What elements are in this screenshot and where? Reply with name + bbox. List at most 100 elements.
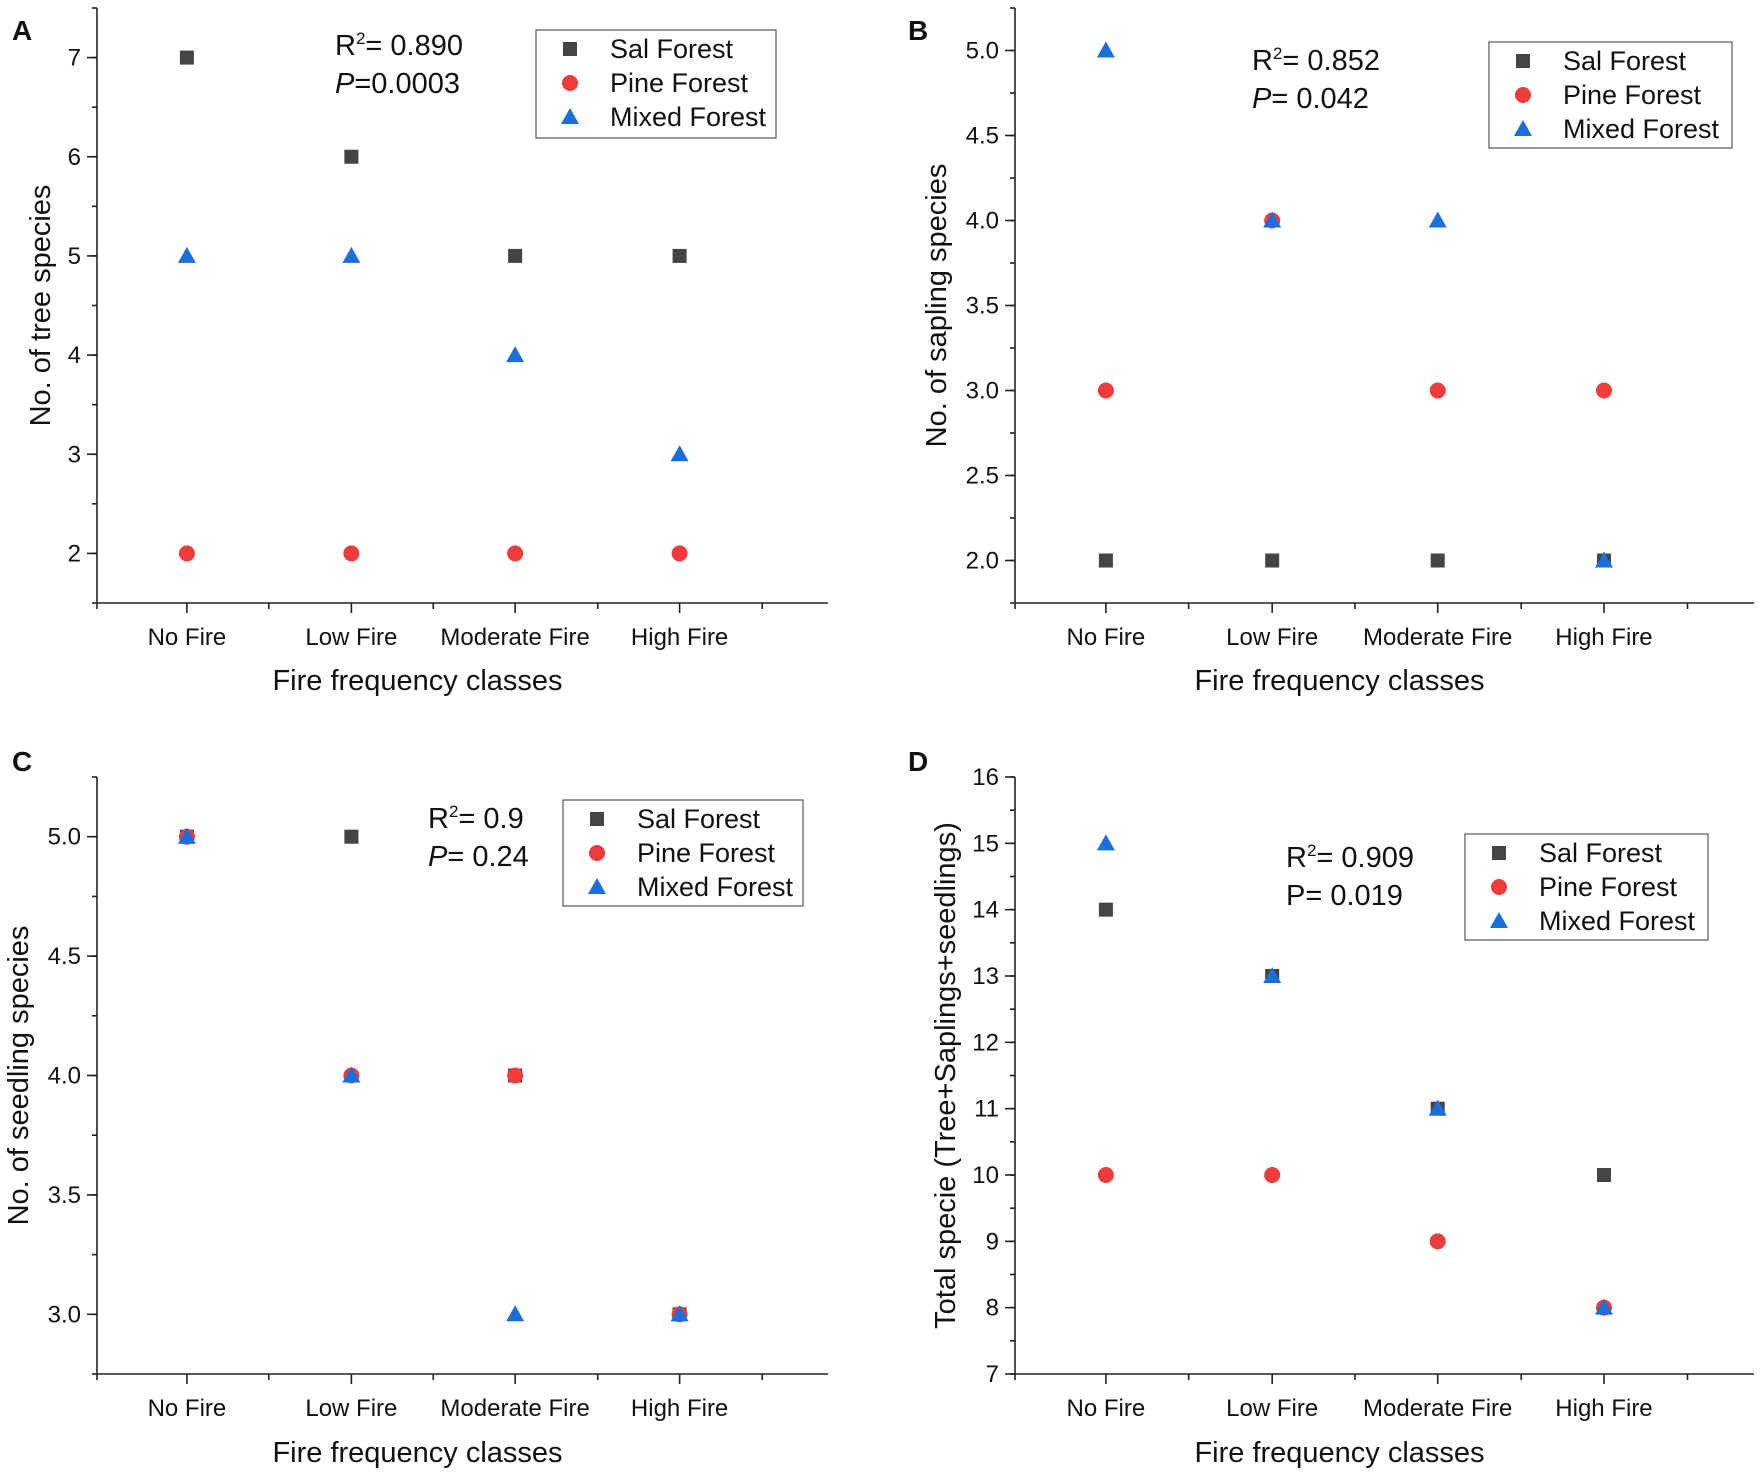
legend-label: Pine Forest: [610, 68, 749, 98]
r-squared-value: = 0.890: [365, 30, 463, 62]
y-tick-label: 4.5: [48, 943, 81, 970]
legend-marker-square: [1516, 54, 1530, 68]
data-point-square: [1265, 553, 1280, 568]
x-tick-label: Moderate Fire: [1363, 1395, 1512, 1422]
p-value-annotation: P= 0.042: [1252, 83, 1369, 115]
y-tick-label: 4.5: [966, 123, 999, 150]
panel-letter: C: [12, 746, 32, 777]
data-point-triangle: [342, 246, 361, 263]
legend-label: Sal Forest: [610, 34, 734, 64]
data-point-triangle: [1096, 834, 1115, 851]
p-value-annotation: P=0.0003: [335, 68, 460, 100]
legend-label: Pine Forest: [1539, 872, 1678, 902]
data-point-circle: [1264, 1167, 1281, 1183]
y-tick-label: 6: [68, 144, 81, 171]
data-point-square: [1098, 902, 1113, 917]
x-tick-label: No Fire: [1067, 624, 1146, 651]
r-squared-value: = 0.909: [1316, 842, 1414, 874]
p-value-annotation: P= 0.019: [1286, 880, 1403, 912]
p-value: =0.0003: [354, 68, 460, 100]
x-tick-label: High Fire: [1555, 1395, 1652, 1422]
x-tick-label: High Fire: [1555, 624, 1652, 651]
x-tick-label: Low Fire: [1226, 1395, 1318, 1422]
panel-d: D 7 8 9 10 11 12 13 14 15 16 No Fire Low Fire Moderat…: [908, 746, 1754, 1469]
legend-marker-triangle: [1514, 120, 1532, 136]
data-point-square: [344, 149, 359, 164]
r-squared-superscript: 2: [1307, 841, 1316, 860]
r-squared-annotation: R2= 0.852: [1252, 44, 1380, 77]
y-tick-label: 7: [68, 45, 81, 72]
data-point-circle: [343, 545, 360, 562]
x-axis-title: Fire frequency classes: [272, 1437, 562, 1469]
legend-marker-circle: [589, 845, 605, 861]
y-tick-label: 12: [972, 1029, 999, 1056]
y-tick-label: 5.0: [48, 824, 81, 851]
legend-label: Sal Forest: [1539, 838, 1663, 868]
x-axis-title: Fire frequency classes: [272, 665, 562, 697]
y-tick-label: 3: [68, 441, 81, 468]
data-point-triangle: [342, 1066, 361, 1083]
y-tick-label: 15: [972, 830, 999, 857]
y-tick-label: 5.0: [966, 38, 999, 65]
legend-marker-square: [1492, 846, 1506, 860]
data-point-triangle: [177, 246, 196, 263]
x-tick-label: Moderate Fire: [1363, 624, 1512, 651]
y-tick-label: 2: [68, 540, 81, 567]
r-squared-symbol: R: [1286, 842, 1307, 874]
r-squared-symbol: R: [335, 30, 356, 62]
legend: Sal Forest Pine Forest Mixed Forest: [562, 799, 804, 907]
legend-label: Sal Forest: [1563, 46, 1687, 76]
data-point-circle: [178, 545, 195, 562]
legend-marker-square: [590, 812, 604, 826]
p-symbol: P: [1252, 83, 1272, 115]
legend-label: Mixed Forest: [1563, 114, 1720, 144]
data-point-circle: [1429, 382, 1446, 399]
y-tick-label: 8: [986, 1295, 999, 1322]
x-tick-label: Moderate Fire: [440, 1395, 589, 1422]
y-tick-label: 4.0: [966, 208, 999, 235]
data-point-square: [1430, 553, 1445, 568]
x-tick-label: Low Fire: [305, 624, 397, 651]
y-axis-title: Total specie (Tree+Saplings+seedlings): [930, 822, 962, 1329]
data-point-triangle: [1428, 1099, 1447, 1116]
p-symbol: P: [428, 841, 448, 873]
p-symbol: P: [1286, 880, 1305, 912]
r-squared-superscript: 2: [356, 29, 365, 48]
legend-label: Pine Forest: [1563, 80, 1702, 110]
y-tick-label: 3.0: [966, 378, 999, 405]
y-tick-label: 11: [974, 1096, 999, 1123]
x-tick-label: No Fire: [148, 1395, 227, 1422]
data-point-triangle: [1096, 41, 1115, 58]
r-squared-superscript: 2: [449, 802, 458, 821]
r-squared-symbol: R: [1252, 45, 1273, 77]
data-point-circle: [1429, 1233, 1446, 1250]
data-point-triangle: [1263, 211, 1282, 228]
y-tick-label: 5: [68, 243, 81, 270]
data-point-square: [1596, 1168, 1611, 1182]
panel-b: B 2.0 2.5 3.0 3.5 4.0 4.5 5.0 No Fire Low Fire Mod…: [908, 7, 1754, 697]
y-tick-label: 3.5: [966, 293, 999, 320]
r-squared-annotation: R2= 0.9: [428, 802, 524, 835]
data-point-square: [1098, 553, 1113, 568]
data-point-circle: [1097, 1167, 1114, 1183]
panel-letter: B: [908, 15, 928, 46]
panel-letter: D: [908, 746, 928, 777]
data-point-triangle: [1263, 967, 1282, 983]
legend-marker-circle: [1515, 87, 1531, 103]
data-point-square: [344, 829, 359, 844]
legend-marker-triangle: [561, 108, 579, 124]
legend-label: Mixed Forest: [610, 102, 767, 132]
y-axis-title: No. of seedling species: [3, 926, 35, 1226]
legend-label: Mixed Forest: [1539, 906, 1696, 936]
x-tick-label: Moderate Fire: [440, 624, 589, 651]
y-tick-label: 3.5: [48, 1182, 81, 1209]
data-point-circle: [1097, 382, 1114, 399]
data-point-triangle: [1594, 551, 1613, 568]
legend: Sal Forest Pine Forest Mixed Forest: [1464, 833, 1709, 941]
data-point-triangle: [670, 445, 689, 462]
data-point-triangle: [1594, 1298, 1613, 1315]
panel-a: A 2 3 4 5 6 7 No Fire Low Fire Moderate Fire High …: [12, 7, 828, 697]
panel-letter: A: [12, 15, 32, 46]
data-point-square: [672, 248, 687, 263]
